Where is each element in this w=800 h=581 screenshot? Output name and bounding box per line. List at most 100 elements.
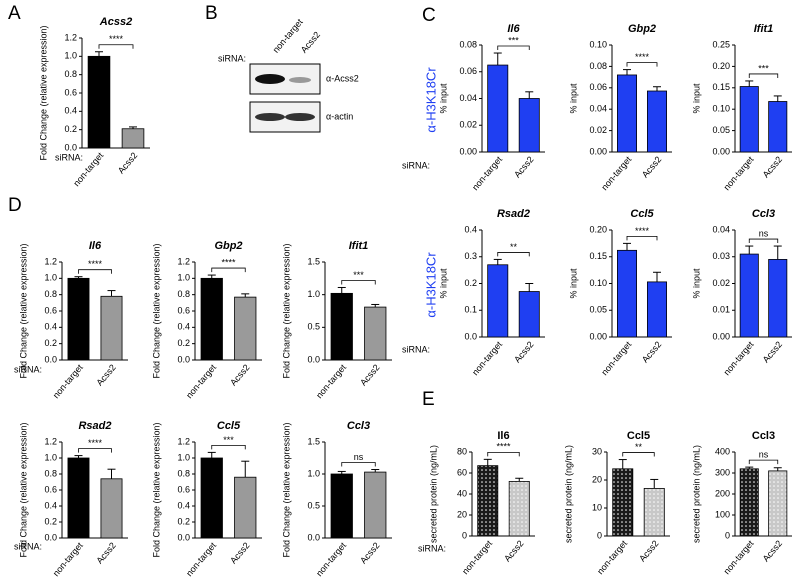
x-tick-label: Acss2 — [637, 538, 660, 563]
y-tick-label: 60 — [457, 467, 467, 477]
significance-bracket — [78, 448, 112, 453]
bar — [739, 468, 759, 537]
significance-label: **** — [221, 257, 236, 267]
y-axis-title: Fold Change (relative expression) — [18, 243, 28, 378]
bar — [518, 291, 540, 338]
y-tick-label: 0.8 — [44, 468, 57, 478]
bar — [647, 281, 668, 338]
x-tick-label: non-target — [599, 154, 633, 192]
y-tick-label: 400 — [715, 446, 730, 456]
x-tick-label: non-target — [722, 339, 756, 377]
significance-label: *** — [353, 270, 364, 280]
y-tick-label: 0.01 — [712, 305, 730, 315]
y-tick-label: 0 — [725, 530, 730, 540]
bar — [739, 253, 759, 338]
y-axis-title: Fold Change (relative expression) — [151, 422, 161, 557]
y-axis-title: % input — [438, 268, 448, 299]
y-tick-label: 0.00 — [459, 146, 477, 156]
x-tick-label: non-target — [460, 538, 494, 576]
significance-bracket — [497, 252, 530, 257]
y-axis-title: secreted protein (ng/mL) — [691, 445, 701, 543]
row-label: α-H3K18Cr — [423, 67, 438, 133]
y-tick-label: 0.10 — [589, 278, 607, 288]
y-axis-title: Fold Change (relative expression) — [281, 422, 291, 557]
y-tick-label: 0.2 — [177, 516, 190, 526]
y-tick-label: 0.2 — [64, 124, 77, 134]
bar — [200, 277, 223, 361]
y-tick-label: 20 — [457, 509, 467, 519]
bar — [617, 249, 638, 338]
y-tick-label: 0.05 — [712, 125, 730, 135]
x-tick-label: non-target — [722, 154, 756, 192]
bar — [364, 306, 387, 361]
chart-title: Il6 — [507, 23, 520, 35]
significance-label: **** — [88, 259, 103, 269]
y-tick-label: 0.02 — [589, 125, 607, 135]
panel-label: E — [422, 389, 435, 410]
y-tick-label: 0.06 — [459, 66, 477, 76]
y-tick-label: 0.6 — [44, 305, 57, 315]
y-tick-label: 1.0 — [177, 452, 190, 462]
y-axis-title: % input — [438, 83, 448, 114]
chart-title: Ccl5 — [630, 208, 654, 220]
chart-title: Ifit1 — [754, 23, 774, 35]
x-tick-label: non-target — [314, 362, 348, 400]
x-tick-label: Acss2 — [94, 540, 117, 565]
y-axis-title: % input — [691, 268, 701, 299]
x-tick-label: non-target — [722, 538, 756, 576]
bar — [739, 86, 759, 153]
y-tick-label: 0.6 — [177, 305, 190, 315]
chart-title: Gbp2 — [214, 240, 242, 252]
x-tick-label: Acss2 — [512, 339, 535, 364]
significance-label: **** — [88, 438, 103, 448]
y-axis-title: Fold Change (relative expression) — [281, 243, 291, 378]
blot-band — [255, 113, 285, 121]
bar — [100, 478, 123, 539]
significance-bracket — [78, 269, 112, 274]
bar — [477, 465, 499, 537]
y-tick-label: 0.00 — [589, 146, 607, 156]
y-tick-label: 0.8 — [177, 289, 190, 299]
y-tick-label: 0.04 — [712, 224, 730, 234]
bar — [487, 64, 509, 153]
y-tick-label: 0.04 — [589, 104, 607, 114]
y-tick-label: 0.08 — [459, 39, 477, 49]
lane-label: Acss2 — [299, 30, 322, 55]
chart-title: Il6 — [497, 430, 509, 442]
y-tick-label: 0.4 — [44, 500, 57, 510]
bar — [67, 277, 90, 361]
y-tick-label: 1.0 — [307, 468, 320, 478]
significance-bracket — [487, 451, 520, 457]
significance-bracket — [748, 238, 779, 244]
bar — [612, 468, 634, 537]
significance-label: ** — [635, 442, 643, 452]
x-tick-label: non-target — [599, 339, 633, 377]
significance-bracket — [211, 445, 246, 450]
y-axis-title: % input — [568, 83, 578, 114]
antibody-label: α-Acss2 — [326, 73, 359, 83]
significance-label: ns — [759, 449, 769, 459]
y-tick-label: 0.10 — [712, 104, 730, 114]
significance-label: **** — [635, 226, 650, 236]
bar — [617, 74, 638, 153]
panel-label: B — [205, 3, 218, 24]
y-tick-label: 0.00 — [589, 331, 607, 341]
x-tick-label: Acss2 — [228, 540, 251, 565]
significance-bracket — [622, 452, 655, 457]
chart-title: Ifit1 — [349, 240, 369, 252]
y-tick-label: 0.0 — [464, 331, 477, 341]
y-tick-label: 0.06 — [589, 82, 607, 92]
x-tick-label: Acss2 — [358, 540, 381, 565]
y-tick-label: 0.2 — [177, 338, 190, 348]
y-tick-label: 1.5 — [307, 256, 320, 266]
x-tick-label: Acss2 — [761, 339, 784, 364]
sirna-label: siRNA: — [14, 364, 42, 374]
y-axis-title: Fold Change (relative expression) — [38, 25, 48, 160]
bar — [364, 471, 387, 539]
significance-bracket — [497, 45, 530, 51]
antibody-label: α-actin — [326, 111, 353, 121]
y-tick-label: 0.15 — [712, 82, 730, 92]
y-tick-label: 0.25 — [712, 39, 730, 49]
y-tick-label: 1.0 — [64, 51, 77, 61]
x-tick-label: Acss2 — [94, 362, 117, 387]
